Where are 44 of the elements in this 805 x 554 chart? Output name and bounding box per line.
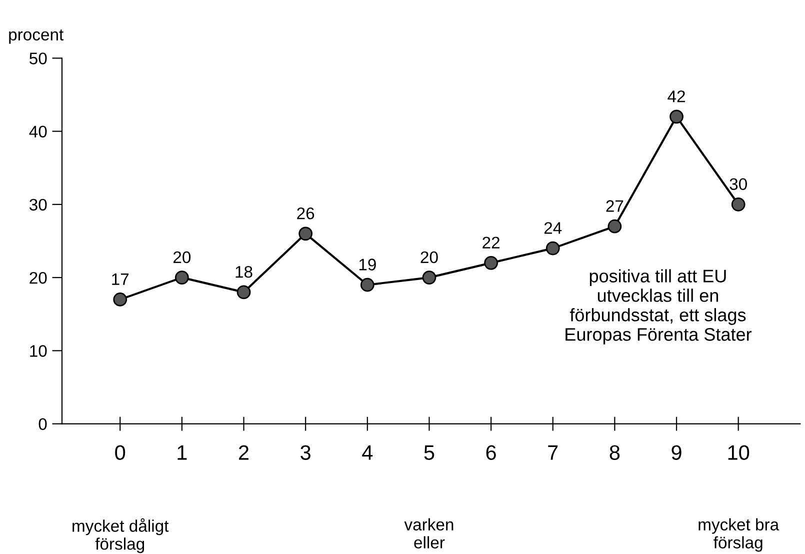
data-label: 24 — [544, 222, 562, 234]
point — [422, 270, 436, 284]
x-tick-label: 7 — [548, 445, 558, 460]
point — [236, 285, 251, 300]
data-label: 27 — [606, 200, 624, 212]
point — [731, 197, 746, 212]
y-tick-label: 30 — [30, 198, 47, 211]
text: varken eller — [404, 518, 454, 548]
point — [484, 256, 498, 270]
x-tick-label: 2 — [239, 445, 248, 460]
data-label: 30 — [730, 178, 747, 190]
point — [360, 278, 374, 292]
y-tick-label: 10 — [30, 345, 47, 357]
x-tick-label: 5 — [424, 445, 434, 460]
x-tick-label: 6 — [486, 445, 496, 460]
x-tick-label: 0 — [115, 445, 126, 460]
x-tick-label: 10 — [728, 445, 750, 460]
data-label: 19 — [359, 258, 376, 270]
y-tick-label: 20 — [30, 272, 47, 284]
point — [113, 292, 128, 306]
data-label: 20 — [420, 251, 438, 264]
x-tick-label: 1 — [178, 445, 187, 460]
y-axis-title: procent — [9, 30, 64, 44]
x-tick-label: 8 — [610, 445, 620, 460]
y-tick-label: 50 — [30, 52, 47, 64]
data-label: 17 — [112, 273, 129, 285]
text: mycket dåligt förslag — [72, 518, 169, 554]
x-tick-label: 3 — [300, 445, 310, 460]
annotation: positiva till att EU utvecklas till en förbundsstat, ett slags Europas Förenta Stater — [566, 269, 752, 344]
point — [298, 226, 313, 241]
point — [174, 270, 189, 284]
data-label: 26 — [297, 207, 314, 220]
point — [608, 219, 622, 234]
x-tick-label: 4 — [362, 445, 373, 460]
text: mycket bra förslag — [698, 518, 780, 552]
point — [670, 110, 684, 124]
data-label: 42 — [668, 90, 685, 102]
data-label: 18 — [236, 266, 252, 278]
data-label: 20 — [173, 251, 191, 264]
y-tick-label: 40 — [29, 126, 47, 138]
point — [546, 241, 560, 256]
x-tick-label: 9 — [672, 445, 682, 460]
y-tick-label: 0 — [38, 418, 47, 430]
data-label: 22 — [482, 236, 500, 248]
